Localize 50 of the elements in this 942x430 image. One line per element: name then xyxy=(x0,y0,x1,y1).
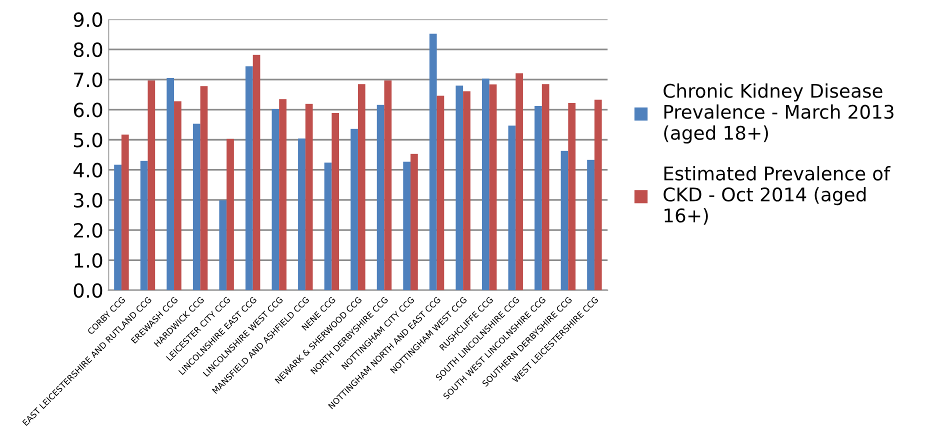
bar xyxy=(534,106,542,290)
bar xyxy=(121,134,129,290)
bar xyxy=(272,109,280,290)
bar xyxy=(252,54,260,290)
y-tick-label: 3.0 xyxy=(74,192,102,208)
bar xyxy=(148,80,156,290)
bar xyxy=(279,99,286,290)
y-tick-label: 8.0 xyxy=(74,42,102,58)
bar xyxy=(200,86,208,290)
bar xyxy=(410,154,418,290)
bar xyxy=(594,100,602,290)
bar xyxy=(403,162,411,290)
y-tick-label: 6.0 xyxy=(74,102,102,118)
bar xyxy=(508,126,516,290)
bar xyxy=(376,104,384,290)
bar xyxy=(140,160,148,290)
bar xyxy=(568,103,576,290)
bar xyxy=(350,128,358,290)
bar xyxy=(542,84,550,290)
y-tick-label: 7.0 xyxy=(74,72,102,88)
bar xyxy=(358,84,366,290)
y-tick-label: 0.0 xyxy=(74,283,102,298)
y-tick-label: 4.0 xyxy=(73,162,102,178)
y-tick-label: 9.0 xyxy=(74,12,102,28)
bar xyxy=(436,96,444,290)
bar xyxy=(560,150,568,290)
bar xyxy=(192,124,200,290)
y-tick-label: 1.0 xyxy=(74,253,102,268)
legend-label: Estimated Prevalence of CKD - Oct 2014 (aged 16+) xyxy=(664,166,891,225)
bar xyxy=(174,101,182,290)
bar xyxy=(324,162,332,290)
y-tick-label: 5.0 xyxy=(74,132,102,148)
bar xyxy=(587,160,594,290)
bar xyxy=(463,91,470,290)
bar xyxy=(166,78,174,290)
y-tick-label: 2.0 xyxy=(74,223,102,238)
bar xyxy=(226,138,234,290)
bar xyxy=(305,104,313,290)
bar xyxy=(516,73,523,290)
legend-label: Chronic Kidney Disease Prevalence - March 2013 (aged 18+) xyxy=(664,83,894,144)
bar xyxy=(456,86,464,290)
bar xyxy=(482,78,490,290)
bar xyxy=(429,34,437,290)
bar xyxy=(332,112,340,290)
bar xyxy=(114,164,122,290)
bar xyxy=(245,66,253,290)
bar xyxy=(489,84,497,290)
bar xyxy=(219,200,227,290)
bar xyxy=(298,138,306,290)
bar xyxy=(384,80,392,290)
